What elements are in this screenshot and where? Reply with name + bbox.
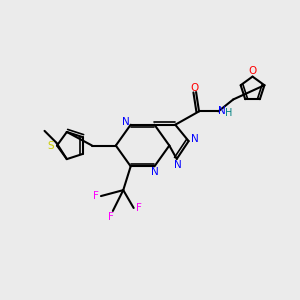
Text: N: N (122, 117, 130, 128)
Text: O: O (248, 66, 257, 76)
Text: N: N (151, 167, 158, 177)
Text: N: N (218, 106, 226, 116)
Text: F: F (136, 203, 142, 213)
Text: O: O (190, 83, 199, 94)
Text: F: F (93, 191, 98, 201)
Text: F: F (108, 212, 114, 222)
Text: H: H (225, 108, 232, 118)
Text: N: N (191, 134, 199, 144)
Text: N: N (174, 160, 182, 170)
Text: S: S (47, 141, 54, 151)
